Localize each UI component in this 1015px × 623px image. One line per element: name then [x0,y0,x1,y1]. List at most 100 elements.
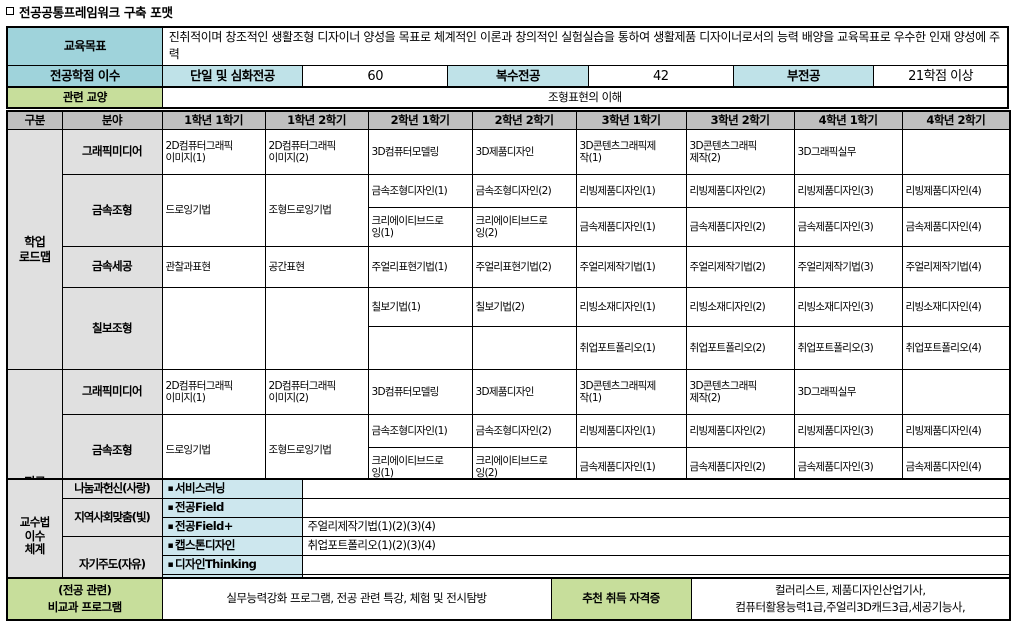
course-cell: 3D그래픽실무 [793,369,903,415]
course-cell: 주얼리제작기법(2) [685,246,795,288]
course-cell: 2D컴퓨터그래픽 이미지(2) [264,129,369,175]
course-cell: 금속조형디자인(1) [367,174,473,208]
empty-cell [161,287,266,370]
roadmap-header-4: 2학년 1학기 [367,110,473,130]
teaching-method-courses-2-1 [301,555,1011,575]
credit-value-double: 42 [587,64,734,90]
education-goal-table: 교육목표 진취적이며 창조적인 생활조형 디자이너 양성을 목표로 체계적인 이… [6,26,1009,90]
general-education-value: 조형표현의 이해 [161,86,1009,109]
course-cell: 리빙소재디자인(1) [575,287,687,327]
course-cell: 3D컴퓨터모델링 [367,369,473,415]
extracurricular-program-value: 실무능력강화 프로그램, 전공 관련 특강, 체험 및 전시탐방 [161,577,552,621]
course-cell: 관찰과표현 [161,246,266,288]
document-title: 전공공통프레임워크 구축 포맷 [6,2,173,21]
course-cell: 조형드로잉기법 [264,414,369,487]
table-row: 관련 교양 조형표현의 이해 [6,86,1009,109]
bullet-icon: ▪ [167,522,174,533]
course-cell: 주얼리제작기법(3) [793,246,903,288]
course-cell: 3D제품디자인 [471,129,577,175]
table-row: 지역사회맞춤(빛) ▪ 전공Field [7,498,1011,537]
course-cell: 금속제품디자인(3) [793,207,903,247]
extracurricular-program-label: (전공 관련) 비교과 프로그램 [6,577,163,621]
credits-label: 전공학점 이수 [6,64,163,90]
credit-type-double: 복수전공 [447,64,589,90]
course-cell: 2D컴퓨터그래픽 이미지(2) [264,369,369,415]
roadmap-header-7: 3학년 2학기 [685,110,795,130]
roadmap-header-6: 3학년 1학기 [575,110,687,130]
teaching-method-courses-2-0: 취업포트폴리오(1)(2)(3)(4) [301,536,1011,556]
empty-cell [901,129,1011,175]
teaching-core-value-0: 나눔과헌신(사랑) [61,478,163,499]
square-bullet-icon [6,7,14,15]
teaching-core-value-1: 지역사회맞춤(빛) [61,498,163,537]
certification-label: 추천 취득 자격증 [550,577,692,621]
course-cell: 주얼리표현기법(2) [471,246,577,288]
course-cell: 주얼리제작기법(1) [575,246,687,288]
education-goal-label: 교육목표 [6,26,163,66]
course-cell: 2D컴퓨터그래픽 이미지(1) [161,369,266,415]
course-cell: 리빙소재디자인(2) [685,287,795,327]
table-row: 금속조형 드로잉기법 조형드로잉기법 금속조형디자인(1) 금속조형디자인(2) 리빙제품… [7,414,1011,487]
table-row: 전공학점 이수 단일 및 심화전공 60 복수전공 42 부전공 21학점 이상 [6,64,1009,90]
teaching-method-2-1: ▪ 디자인Thinking [161,555,303,575]
roadmap-header-3: 1학년 2학기 [264,110,369,130]
course-cell: 취업포트폴리오(3) [793,326,903,370]
table-row: 자기주도(자유) ▪ 캡스톤디자인 취업포트폴리오(1)(2)(3)(4) [7,536,1011,595]
course-cell: 리빙소재디자인(4) [901,287,1011,327]
bullet-icon: ▪ [167,503,174,514]
course-cell: 리빙제품디자인(4) [901,414,1011,448]
course-cell: 리빙제품디자인(4) [901,174,1011,208]
course-cell: 칠보기법(1) [367,287,473,327]
course-cell: 금속제품디자인(1) [575,207,687,247]
certification-value: 컬러리스트, 제품디자인산업기사, 컴퓨터활용능력1급,주얼리3D캐드3급,세공기… [690,577,1011,621]
roadmap-header-row: 구분 분야 1학년 1학기 1학년 2학기 2학년 1학기 2학년 2학기 3학년 1학기 3… [6,110,1011,130]
roadmap-header-8: 4학년 1학기 [793,110,903,130]
roadmap-header-2: 1학년 1학기 [161,110,266,130]
roadmap-field-0-0: 그래픽미디어 [61,129,163,175]
course-cell: 3D컴퓨터모델링 [367,129,473,175]
credit-type-minor: 부전공 [732,64,875,90]
course-cell: 취업포트폴리오(1) [575,326,687,370]
table-row: 금속조형 드로잉기법 조형드로잉기법 금속조형디자인(1) 금속조형디자인(2) 리빙제품… [7,174,1011,247]
document-title-text: 전공공통프레임워크 구축 포맷 [19,5,173,20]
education-goal-text: 진취적이며 창조적인 생활조형 디자이너 양성을 목표로 체계적인 이론과 창의… [161,26,1009,66]
teaching-method-courses-0-0 [301,478,1011,499]
table-row: (전공 관련) 비교과 프로그램 실무능력강화 프로그램, 전공 관련 특강, 체… [6,577,1011,621]
course-cell: 리빙제품디자인(1) [575,174,687,208]
teaching-method-courses-1-0 [301,498,1011,518]
empty-cell [367,326,473,370]
course-cell: 크리에이티브드로 잉(1) [367,207,473,247]
course-cell: 금속제품디자인(2) [685,207,795,247]
teaching-method-1-0: ▪ 전공Field [161,498,303,518]
course-cell: 리빙제품디자인(1) [575,414,687,448]
roadmap-field-1-0: 그래픽미디어 [61,369,163,415]
course-cell: 3D콘텐츠그래픽 제작(2) [685,129,795,175]
bullet-icon: ▪ [167,484,174,495]
credit-value-minor: 21학점 이상 [873,64,1009,90]
course-cell: 공간표현 [264,246,369,288]
course-cell: 주얼리표현기법(1) [367,246,473,288]
course-cell: 금속조형디자인(2) [471,174,577,208]
empty-cell [264,287,369,370]
course-cell: 2D컴퓨터그래픽 이미지(1) [161,129,266,175]
course-cell: 취업포트폴리오(2) [685,326,795,370]
course-cell: 드로잉기법 [161,174,266,247]
table-row: ▪ 디자인Thinking [7,555,1011,575]
credit-value-single: 60 [302,64,449,90]
course-cell: 리빙제품디자인(3) [793,174,903,208]
teaching-method-2-0: ▪ 캡스톤디자인 [161,536,303,556]
course-cell: 3D그래픽실무 [793,129,903,175]
table-row: 크리에이티브드로 잉(1) 크리에이티브드로 잉(2) 금속제품디자인(1) 금속제품디자… [7,207,1011,247]
bottom-info-table: (전공 관련) 비교과 프로그램 실무능력강화 프로그램, 전공 관련 특강, 체… [6,577,1011,621]
course-cell: 금속조형디자인(2) [471,414,577,448]
course-cell: 리빙제품디자인(3) [793,414,903,448]
roadmap-division-0: 학업 로드맵 [6,129,63,370]
table-row: 진로로드맵그래픽미디어2D컴퓨터그래픽이미지(1)2D컴퓨터그래픽이미지(2)3… [6,369,1011,611]
table-row: 취업포트폴리오(1)취업포트폴리오(2)취업포트폴리오(3)취업포트폴리오(4) [7,326,1011,370]
course-cell: 크리에이티브드로 잉(2) [471,207,577,247]
roadmap-header-0: 구분 [6,110,63,130]
teaching-method-1-1: ▪ 전공Field+ [161,517,303,537]
